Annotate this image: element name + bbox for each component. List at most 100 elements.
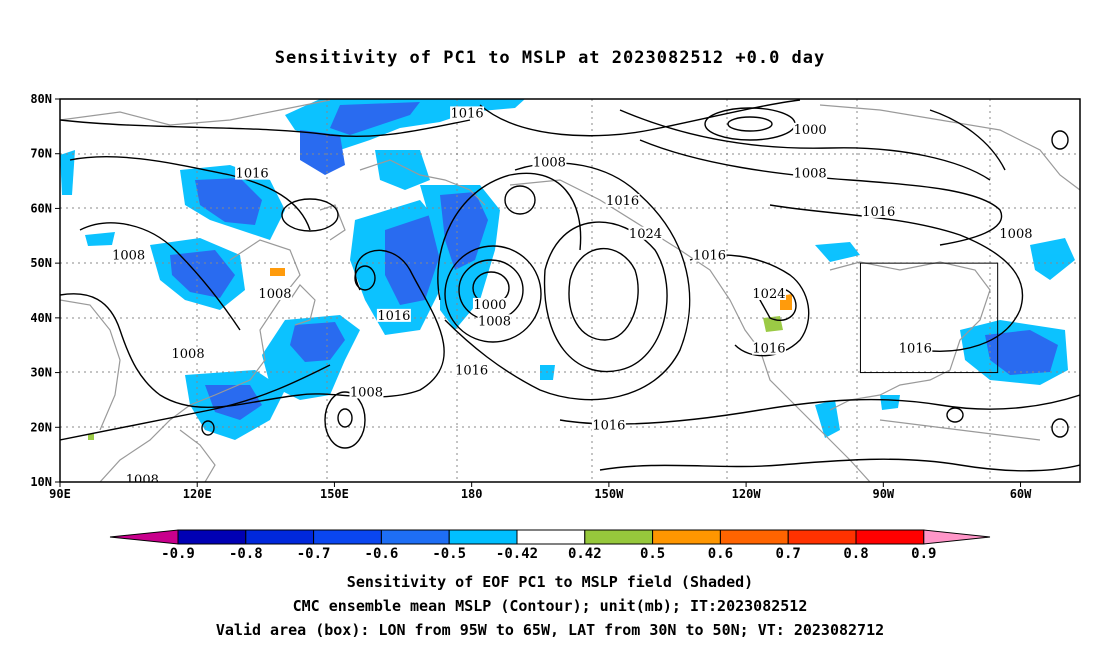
coastline (179, 429, 216, 482)
contour-label-bg (861, 204, 896, 218)
contour-label-bg (125, 473, 160, 482)
contour-label-bg (692, 248, 727, 262)
contour-label: 1000 (473, 298, 506, 313)
colorbar-label: -0.7 (297, 546, 331, 562)
colorbar-label: -0.9 (161, 546, 195, 562)
contour-label: 1016 (455, 364, 488, 379)
colorbar-swatch (380, 529, 450, 545)
lon-tick-label: 150W (594, 487, 624, 501)
map-title: Sensitivity of PC1 to MSLP at 2023082512… (274, 48, 826, 68)
shading-region (1030, 238, 1075, 280)
colorbar-swatch (245, 529, 315, 545)
contour-label: 1000 (794, 123, 827, 138)
colorbar-swatch (787, 529, 857, 545)
contour-label: 1016 (693, 249, 726, 264)
colorbar-label: -0.6 (365, 546, 399, 562)
contour-label-bg (171, 347, 206, 361)
colorbar-label: 0.9 (911, 546, 936, 562)
coastline (99, 239, 301, 482)
lat-tick-label: 70N (30, 147, 52, 161)
map-area: 1016 1016 1008 1008 1016 1008 1008 1008 1008 1016… (60, 99, 1080, 488)
contour-label: 1016 (236, 167, 269, 182)
colorbar-swatch (313, 529, 382, 545)
lat-tick-label: 60N (30, 201, 52, 215)
contour-label-bg (605, 193, 640, 207)
coastline (879, 419, 1041, 441)
lon-tick-label: 90W (872, 487, 894, 501)
contour-label: 1008 (533, 156, 566, 171)
longitude-labels: 90E 120E 150E 180 150W 120W 90W 60W (49, 482, 1032, 501)
colorbar-arrow-right (923, 529, 991, 545)
contour-label-bg (532, 155, 567, 169)
lon-tick-label: 60W (1010, 487, 1032, 501)
lat-tick-label: 30N (30, 366, 52, 380)
shading-layer (60, 99, 1075, 440)
shading-region (85, 232, 115, 246)
shading-region (985, 330, 1058, 375)
shading-region (290, 322, 345, 362)
coastline (509, 179, 871, 482)
contour-label-bg (793, 166, 828, 180)
shading-region (60, 150, 75, 195)
map-frame (59, 98, 1081, 483)
colorbar-label: 0.42 (568, 546, 602, 562)
contour-label-bg (349, 385, 384, 399)
contour-labels: 1016 1016 1008 1008 1016 1008 1008 1008 1008 1016… (111, 106, 1033, 488)
contour-label: 1016 (899, 342, 932, 357)
contour-label: 1008 (350, 385, 383, 400)
contour-label: 1016 (592, 418, 625, 433)
colorbar-label: -0.8 (229, 546, 263, 562)
contour-label: 1008 (999, 227, 1032, 242)
lon-tick-label: 180 (461, 487, 483, 501)
colorbar-arrow-left (109, 529, 179, 545)
contour-label: 1024 (752, 287, 785, 302)
contour-label-bg (450, 106, 485, 120)
contour-label: 1016 (377, 309, 410, 324)
contour-label-bg (235, 166, 270, 180)
coastline (319, 204, 346, 241)
coastline (289, 284, 316, 326)
latitude-labels: 80N 70N 60N 50N 40N 30N 20N 10N (30, 92, 60, 489)
colorbar-label: 0.8 (843, 546, 868, 562)
coastline (359, 159, 486, 206)
contour-label: 1008 (258, 287, 291, 302)
contour-label: 1016 (752, 342, 785, 357)
shading-region (270, 268, 285, 276)
contour-label: 1008 (794, 167, 827, 182)
mslp-contours (60, 99, 1080, 472)
colorbar-swatch (584, 529, 654, 545)
contour-label: 1024 (629, 227, 662, 242)
contour-label: 1008 (126, 473, 159, 488)
contour-label-bg (454, 363, 489, 377)
contour-label-bg (628, 226, 663, 240)
contour-label-bg (477, 314, 512, 328)
contour-label: 1016 (606, 194, 639, 209)
lon-tick-label: 120E (183, 487, 212, 501)
footer-line-1: Sensitivity of EOF PC1 to MSLP field (Sh… (346, 573, 754, 591)
colorbar-label: 0.5 (640, 546, 665, 562)
valid-area-box (859, 262, 999, 374)
contour-label: 1008 (172, 347, 205, 362)
lat-tick-label: 10N (30, 475, 52, 489)
footer-line-3: Valid area (box): LON from 95W to 65W, L… (215, 621, 885, 639)
lat-tick-label: 50N (30, 256, 52, 270)
contour-label-bg (376, 308, 411, 322)
colorbar-swatch (516, 529, 586, 545)
colorbar-swatch (652, 529, 721, 545)
lon-tick-label: 120W (732, 487, 762, 501)
shading-region (880, 395, 900, 410)
contour-label-bg (257, 286, 292, 300)
contour-label-bg (793, 122, 828, 136)
lat-tick-label: 80N (30, 92, 52, 106)
colorbar-label: 0.7 (776, 546, 801, 562)
coastline (819, 104, 1080, 191)
contour-label-bg (751, 286, 786, 300)
shading-region (440, 192, 488, 270)
graticule (60, 99, 1080, 482)
contour-label-bg (751, 341, 786, 355)
colorbar-swatch (719, 529, 789, 545)
colorbar-swatch (177, 529, 247, 545)
contour-label: 1008 (478, 314, 511, 329)
shading-region (195, 178, 262, 225)
shading-region (300, 130, 345, 175)
